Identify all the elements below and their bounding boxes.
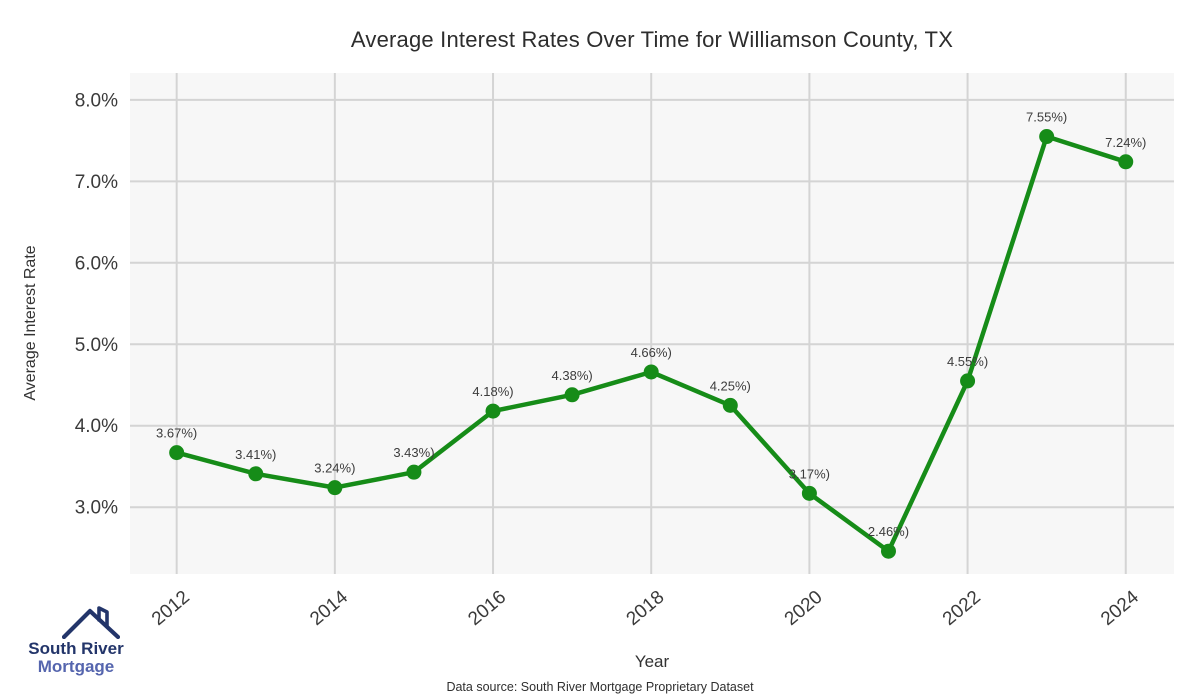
data-label-2012: 3.67%) (156, 426, 197, 441)
y-axis-title: Average Interest Rate (22, 245, 39, 401)
data-source-note: Data source: South River Mortgage Propri… (446, 680, 754, 694)
south-river-mortgage-logo: South River Mortgage (20, 605, 132, 676)
data-label-2018: 4.66%) (631, 345, 672, 360)
data-label-2020: 3.17%) (789, 466, 830, 481)
x-tick-2022: 2022 (939, 587, 985, 630)
y-tick-8.0%: 8.0% (75, 90, 118, 111)
data-point-2017 (564, 387, 580, 403)
data-point-2012 (169, 445, 185, 461)
y-tick-4.0%: 4.0% (75, 416, 118, 437)
data-point-2018 (643, 364, 659, 380)
data-label-2021: 2.46%) (868, 524, 909, 539)
data-point-2023 (1039, 129, 1055, 145)
y-tick-5.0%: 5.0% (75, 335, 118, 356)
x-tick-2012: 2012 (148, 587, 194, 630)
data-label-2022: 4.55%) (947, 354, 988, 369)
data-label-2016: 4.18%) (472, 384, 513, 399)
x-tick-2024: 2024 (1097, 586, 1143, 630)
logo-line1: South River (28, 639, 124, 658)
x-axis-title: Year (634, 652, 670, 671)
data-point-2013 (248, 466, 264, 482)
data-point-2014 (327, 480, 343, 496)
data-point-2016 (485, 403, 501, 419)
data-point-2015 (406, 464, 422, 480)
logo-line2: Mortgage (37, 656, 115, 676)
house-roof-icon (62, 606, 120, 639)
y-tick-7.0%: 7.0% (75, 172, 118, 193)
y-tick-3.0%: 3.0% (75, 498, 118, 519)
data-point-2020 (801, 485, 817, 501)
data-label-2019: 4.25%) (710, 378, 751, 393)
x-tick-2016: 2016 (464, 587, 510, 630)
x-tick-2014: 2014 (306, 586, 352, 630)
data-point-2019 (722, 397, 738, 413)
data-label-2014: 3.24%) (314, 461, 355, 476)
data-label-2017: 4.38%) (552, 368, 593, 383)
chart-title: Average Interest Rates Over Time for Wil… (350, 27, 954, 52)
data-point-2021 (880, 543, 896, 559)
data-label-2015: 3.43%) (393, 445, 434, 460)
x-tick-2020: 2020 (781, 587, 827, 630)
data-point-2024 (1118, 154, 1134, 170)
data-label-2013: 3.41%) (235, 447, 276, 462)
x-tick-2018: 2018 (623, 587, 669, 630)
data-label-2023: 7.55%) (1026, 110, 1067, 125)
data-point-2022 (960, 373, 976, 389)
y-tick-6.0%: 6.0% (75, 253, 118, 274)
data-label-2024: 7.24%) (1105, 135, 1146, 150)
